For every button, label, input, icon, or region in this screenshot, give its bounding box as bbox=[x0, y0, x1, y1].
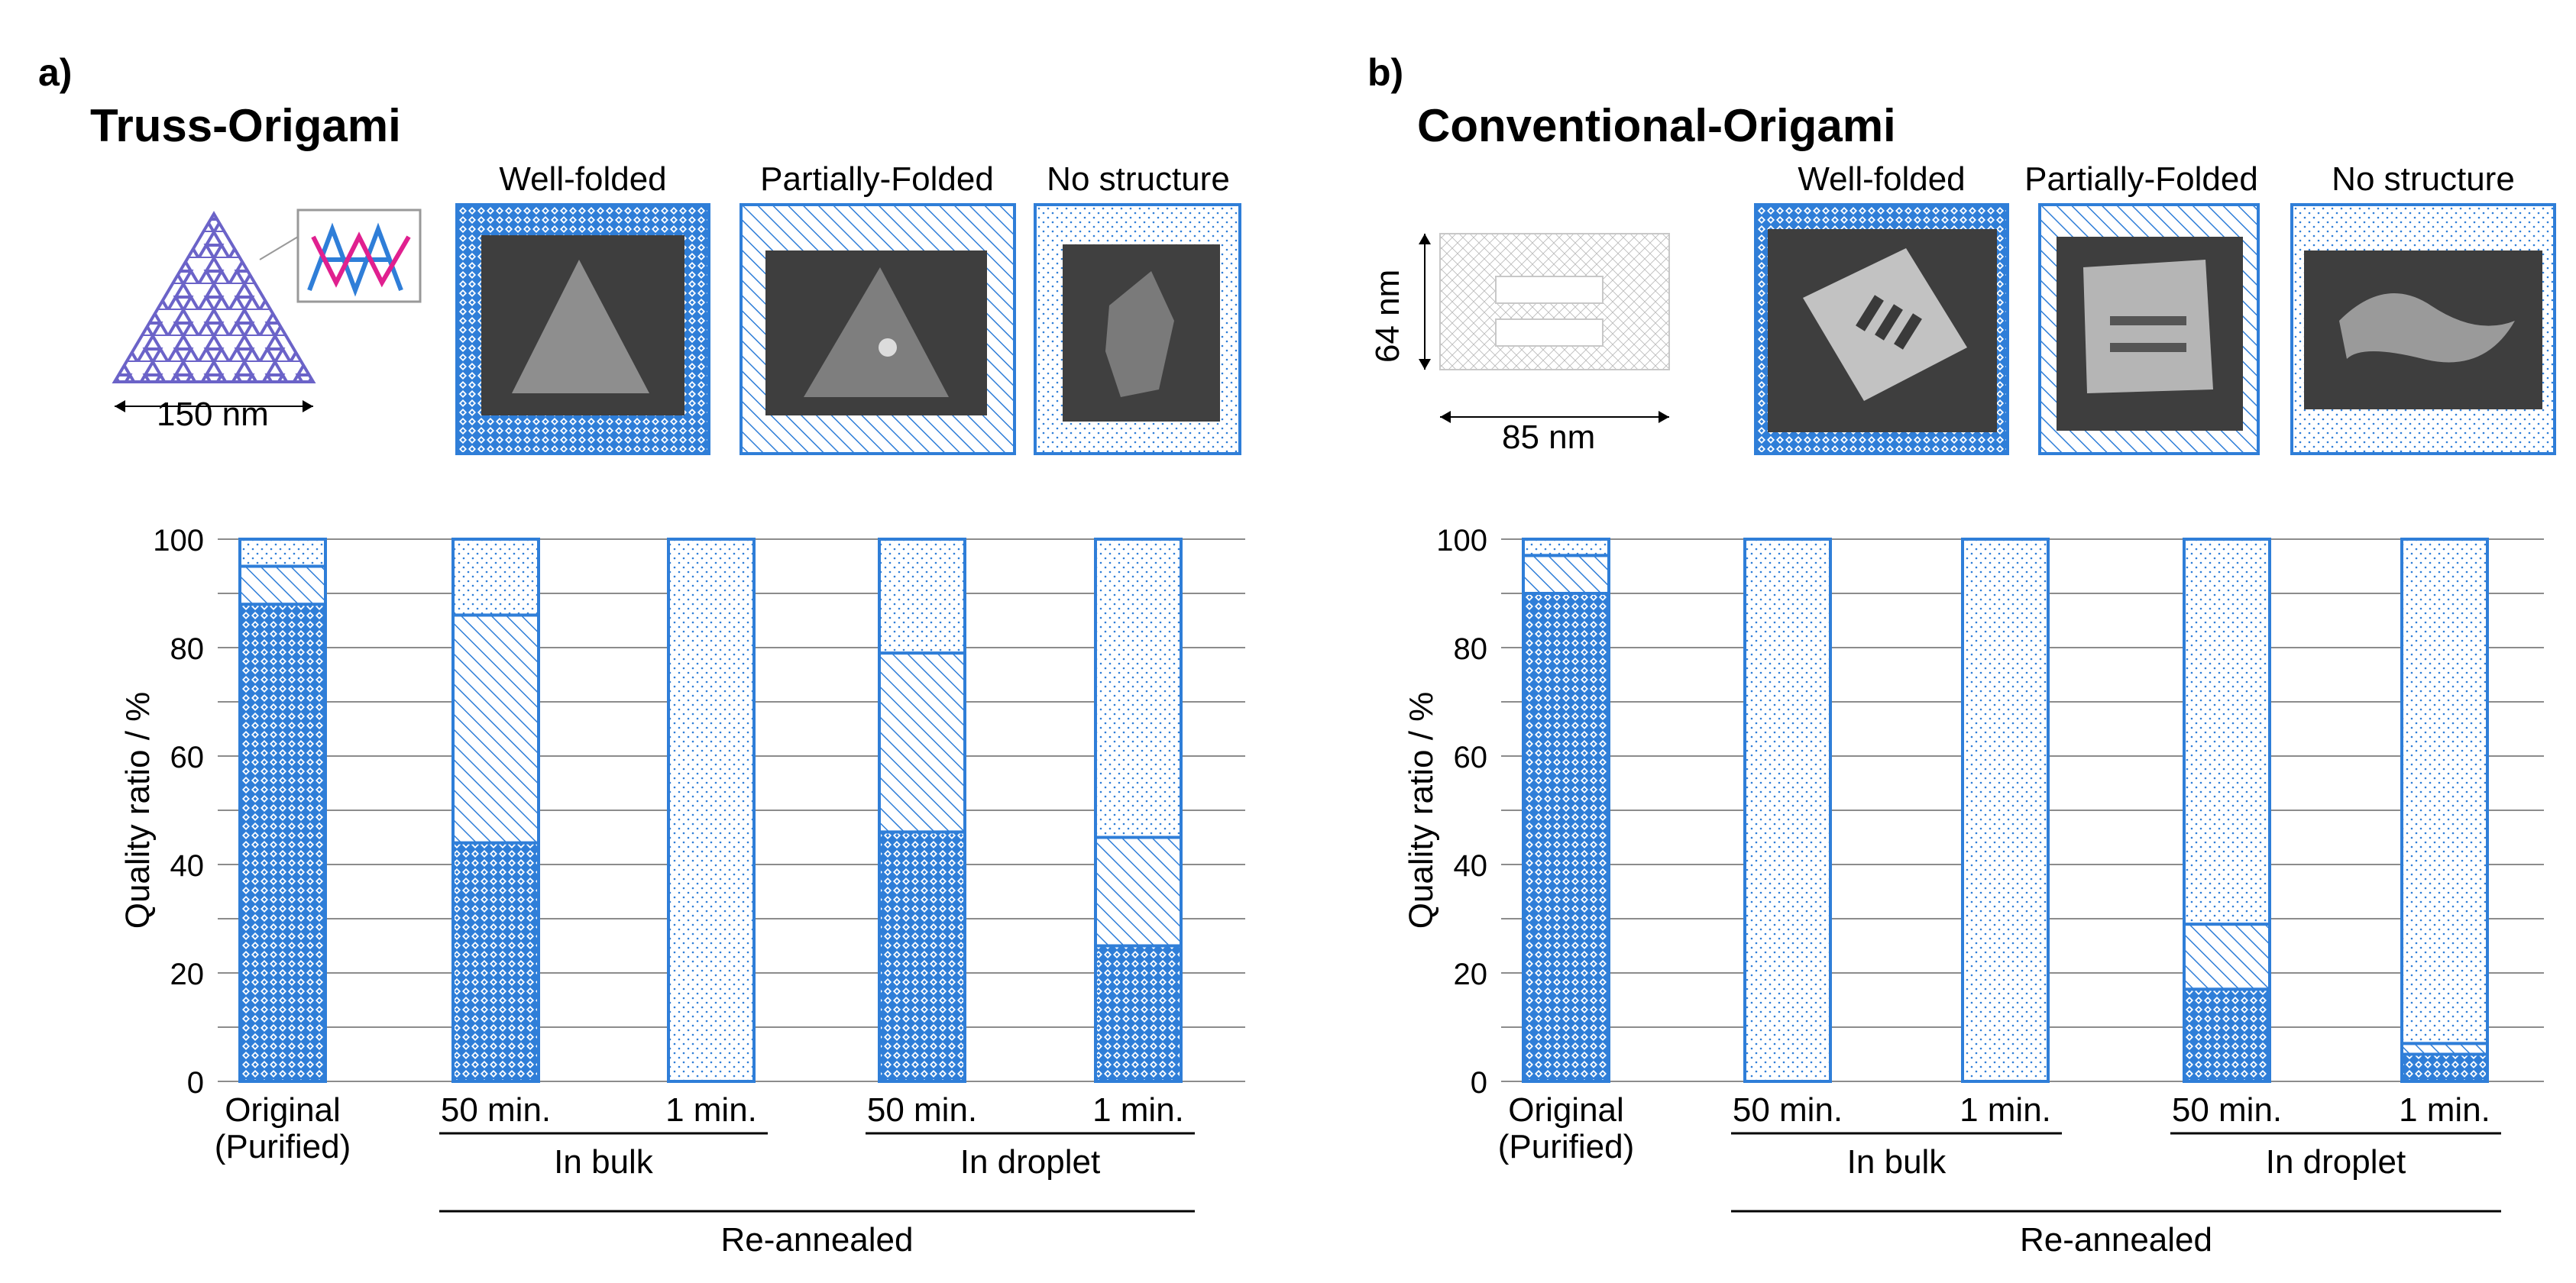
chart-a-bar-3-no-structure bbox=[878, 538, 966, 655]
chart-b-ytick-label: 60 bbox=[1454, 741, 1488, 774]
chart-a-ytick-label: 100 bbox=[153, 524, 204, 557]
chart-a-ytick-label: 40 bbox=[170, 849, 205, 883]
chart-a-bar-2-no-structure bbox=[667, 538, 756, 1083]
chart-b-bar-0-no-structure bbox=[1522, 538, 1610, 557]
chart-a-bar-0-no-structure bbox=[238, 538, 327, 568]
chart-a-group-label: In bulk bbox=[554, 1143, 654, 1181]
chart-b-xtick-label-sub: (Purified) bbox=[1498, 1128, 1635, 1165]
chart-b-bar-0-partially-folded bbox=[1522, 554, 1610, 595]
panel-a-title: Truss-Origami bbox=[90, 100, 401, 151]
conventional-width-label: 85 nm bbox=[1502, 419, 1596, 456]
chart-b-bar-0-well-folded bbox=[1522, 592, 1610, 1083]
chart-b-group-label: In bulk bbox=[1847, 1143, 1947, 1181]
chart-b-bar-4-well-folded bbox=[2400, 1052, 2489, 1083]
panel-b-title: Conventional-Origami bbox=[1417, 100, 1896, 151]
panel-b-afm-well-folded bbox=[1754, 203, 2009, 455]
panel-a-afm-no-structure bbox=[1034, 203, 1241, 455]
chart-b-xtick-label: 50 min. bbox=[1733, 1091, 1843, 1129]
truss-origami-schematic bbox=[112, 208, 422, 412]
chart-a-bar-1-no-structure bbox=[451, 538, 540, 617]
chart-b-xtick-label: 1 min. bbox=[2399, 1091, 2490, 1129]
chart-b-ytick-label: 0 bbox=[1471, 1066, 1487, 1100]
chart-b-xtick-label: Original bbox=[1508, 1091, 1624, 1129]
chart-a-bar-4-well-folded bbox=[1094, 944, 1183, 1083]
chart-a-ylabel: Quality ratio / % bbox=[119, 692, 157, 929]
chart-a-group-label: In droplet bbox=[960, 1143, 1100, 1181]
chart-a-group-label: Re-annealed bbox=[721, 1221, 914, 1259]
chart-b-bar-4-no-structure bbox=[2400, 538, 2489, 1045]
panel-b-category-well-folded: Well-folded bbox=[1798, 160, 1966, 198]
chart-b-bar-1-no-structure bbox=[1743, 538, 1832, 1083]
panel-b-category-no-structure: No structure bbox=[2332, 160, 2515, 198]
chart-a-xtick-label: Original bbox=[225, 1091, 341, 1129]
panel-a-chart: 0 20 40 60 80 100 Quality ratio / % Original(Pu… bbox=[119, 524, 1245, 1259]
chart-b-xtick-label: 50 min. bbox=[2172, 1091, 2282, 1129]
chart-b-ytick-label: 100 bbox=[1436, 524, 1487, 557]
truss-dimension-label: 150 nm bbox=[157, 396, 269, 433]
chart-a-bar-0-well-folded bbox=[238, 603, 327, 1083]
chart-b-ylabel: Quality ratio / % bbox=[1403, 692, 1440, 929]
panel-a-letter: a) bbox=[38, 51, 73, 94]
chart-a-bar-4-partially-folded bbox=[1094, 835, 1183, 948]
chart-b-xtick-label: 1 min. bbox=[1960, 1091, 2051, 1129]
chart-a-bar-0-partially-folded bbox=[238, 564, 327, 606]
chart-b-ytick-label: 80 bbox=[1454, 632, 1488, 666]
chart-b-group-label: In droplet bbox=[2266, 1143, 2406, 1181]
chart-b-group-label: Re-annealed bbox=[2020, 1221, 2212, 1259]
chart-a-ytick-label: 0 bbox=[187, 1066, 204, 1100]
chart-a-bar-3-partially-folded bbox=[878, 651, 966, 834]
panel-a-category-partially-folded: Partially-Folded bbox=[760, 160, 994, 198]
panel-b-chart: 0 20 40 60 80 100 Quality ratio / % Original(Pu… bbox=[1403, 524, 2544, 1259]
chart-a-bar-4-no-structure bbox=[1094, 538, 1183, 839]
panel-b-category-partially-folded: Partially-Folded bbox=[2024, 160, 2258, 198]
panel-b-letter: b) bbox=[1367, 51, 1404, 94]
panel-b-afm-partially-folded bbox=[2038, 203, 2260, 455]
chart-b-bar-3-no-structure bbox=[2183, 538, 2271, 926]
panel-a-afm-well-folded bbox=[455, 203, 710, 455]
chart-a-ytick-label: 80 bbox=[170, 632, 205, 666]
chart-b-ytick-label: 20 bbox=[1454, 958, 1488, 991]
chart-b-bar-4-partially-folded bbox=[2400, 1042, 2489, 1056]
chart-b-bar-3-partially-folded bbox=[2183, 923, 2271, 991]
chart-a-xtick-label: 50 min. bbox=[441, 1091, 551, 1129]
chart-b-ytick-label: 40 bbox=[1454, 849, 1488, 883]
chart-a-xtick-label: 1 min. bbox=[665, 1091, 757, 1129]
chart-a-ytick-label: 60 bbox=[170, 741, 205, 774]
chart-a-bar-1-partially-folded bbox=[451, 613, 540, 845]
panel-a-category-well-folded: Well-folded bbox=[499, 160, 667, 198]
conventional-origami-schematic bbox=[1419, 233, 1670, 423]
chart-b-bar-2-no-structure bbox=[1961, 538, 2050, 1083]
chart-a-bar-1-well-folded bbox=[451, 841, 540, 1083]
chart-a-bar-3-well-folded bbox=[878, 830, 966, 1083]
chart-a-xtick-label: 50 min. bbox=[867, 1091, 977, 1129]
chart-a-ytick-label: 20 bbox=[170, 958, 205, 991]
chart-a-xtick-label: 1 min. bbox=[1092, 1091, 1184, 1129]
panel-a-afm-partially-folded bbox=[739, 203, 1016, 455]
panel-b-afm-no-structure bbox=[2290, 203, 2556, 455]
chart-b-bar-3-well-folded bbox=[2183, 987, 2271, 1083]
panel-a-category-no-structure: No structure bbox=[1047, 160, 1230, 198]
chart-a-xtick-label-sub: (Purified) bbox=[215, 1128, 351, 1165]
